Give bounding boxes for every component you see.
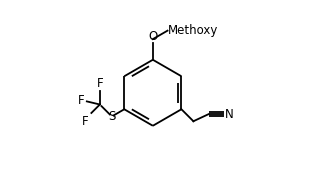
Text: Methoxy: Methoxy [168,24,219,37]
Text: F: F [78,94,84,107]
Text: F: F [96,77,103,90]
Text: N: N [225,108,233,121]
Text: S: S [108,110,115,123]
Text: F: F [82,115,89,128]
Text: O: O [148,30,157,42]
